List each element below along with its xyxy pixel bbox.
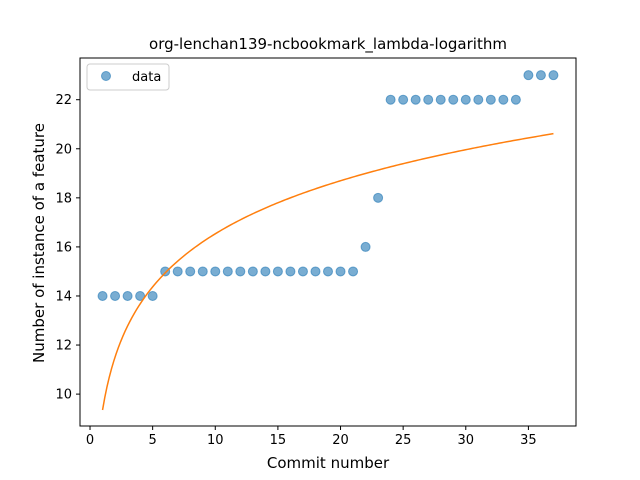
- plot-frame: [79, 57, 577, 427]
- chart-title: org-lenchan139-ncbookmark_lambda-logarit…: [149, 35, 507, 54]
- data-point: [410, 94, 421, 105]
- y-tick-label: 22: [55, 93, 72, 108]
- data-point: [448, 94, 459, 105]
- data-point: [423, 94, 434, 105]
- data-point: [185, 266, 196, 277]
- y-axis-label: Number of instance of a feature: [30, 123, 48, 363]
- y-axis: 10 12 14 16 18 20 22: [55, 93, 80, 403]
- data-point: [197, 266, 208, 277]
- y-tick-label: 12: [55, 339, 72, 354]
- plot-area: [79, 57, 577, 427]
- x-tick-label: 20: [332, 433, 349, 448]
- data-point: [247, 266, 258, 277]
- y-tick-label: 14: [55, 289, 72, 304]
- x-axis-label: Commit number: [267, 454, 390, 472]
- x-axis: 0 5 10 15 20 25 30 35: [86, 426, 537, 448]
- data-point: [147, 290, 158, 301]
- data-point: [348, 266, 359, 277]
- data-point: [335, 266, 346, 277]
- data-point: [360, 241, 371, 252]
- data-point: [272, 266, 283, 277]
- data-point: [110, 290, 121, 301]
- data-point: [235, 266, 246, 277]
- data-point: [523, 70, 534, 81]
- data-point: [122, 290, 133, 301]
- x-tick-label: 10: [207, 433, 224, 448]
- x-tick-label: 35: [520, 433, 537, 448]
- data-point: [160, 266, 171, 277]
- data-point: [172, 266, 183, 277]
- x-tick-label: 30: [458, 433, 475, 448]
- data-point: [210, 266, 221, 277]
- data-point: [485, 94, 496, 105]
- y-tick-label: 18: [55, 191, 72, 206]
- legend: data: [86, 63, 170, 91]
- legend-label-data: data: [132, 70, 161, 85]
- y-tick-label: 10: [55, 388, 72, 403]
- data-point: [535, 70, 546, 81]
- x-tick-label: 5: [149, 433, 157, 448]
- data-point: [323, 266, 333, 277]
- data-point: [435, 94, 446, 105]
- data-point: [222, 266, 233, 277]
- data-point: [473, 94, 484, 105]
- data-point: [285, 266, 296, 277]
- data-point: [135, 290, 146, 301]
- data-point: [510, 94, 521, 105]
- data-point: [260, 266, 271, 277]
- data-point: [548, 70, 559, 81]
- data-point: [297, 266, 308, 277]
- x-tick-label: 25: [395, 433, 412, 448]
- data-point: [310, 266, 321, 277]
- y-tick-label: 20: [55, 142, 72, 157]
- x-tick-label: 15: [270, 433, 287, 448]
- data-point: [460, 94, 471, 105]
- data-point: [373, 192, 384, 203]
- data-point: [385, 94, 396, 105]
- data-point: [398, 94, 409, 105]
- fit-line: [101, 132, 554, 411]
- legend-marker-data: [101, 71, 111, 81]
- y-tick-label: 16: [55, 240, 72, 255]
- data-point: [97, 290, 108, 301]
- x-tick-label: 0: [86, 433, 94, 448]
- data-point: [498, 94, 509, 105]
- legend-box: [86, 63, 170, 91]
